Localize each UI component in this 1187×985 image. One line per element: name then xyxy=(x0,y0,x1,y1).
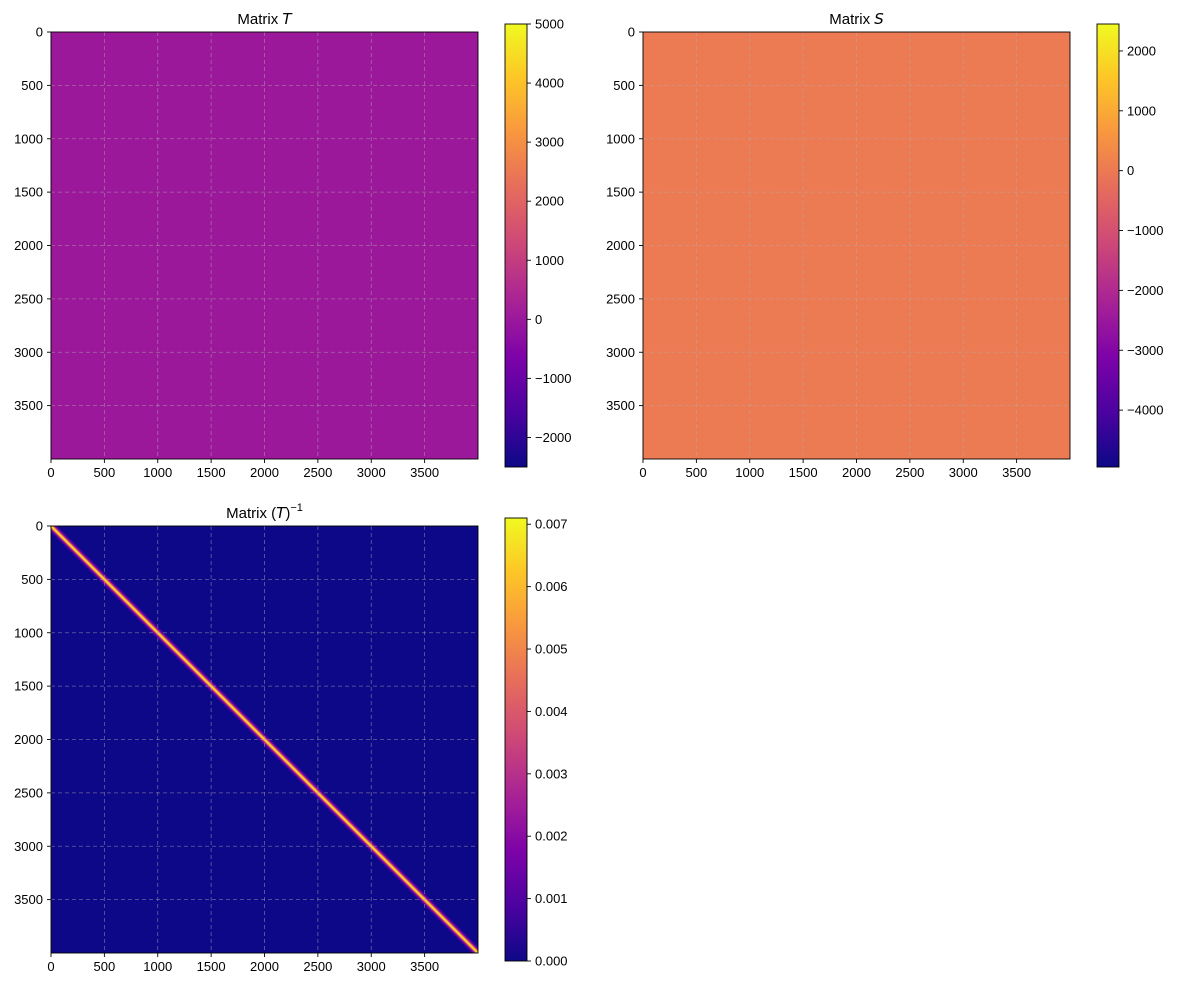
x-tick-label: 3500 xyxy=(410,465,439,480)
y-tick-label: 2000 xyxy=(14,732,43,747)
y-tick-label: 1000 xyxy=(606,131,635,146)
colorbar-gradient xyxy=(1097,24,1119,467)
x-tick-label: 0 xyxy=(47,465,54,480)
colorbar-tick-label: −4000 xyxy=(1127,403,1164,418)
panel-S: 0 500 1000 1500 2000 2500 3000 3500 0 500 1000 1500… xyxy=(606,10,1163,480)
colorbar-tick-label: 1000 xyxy=(535,253,564,268)
colorbar: 5000 4000 3000 2000 1000 0 −1000 −2000 xyxy=(504,17,572,468)
x-tick-label: 500 xyxy=(94,465,116,480)
x-tick-label: 2500 xyxy=(303,465,332,480)
colorbar-frame xyxy=(504,23,528,468)
x-tick-label: 1000 xyxy=(735,465,764,480)
panel-Tinv: 0 500 1000 1500 2000 2500 3000 3500 0 500 1000 1500… xyxy=(14,502,567,974)
x-tick-label: 500 xyxy=(686,465,708,480)
y-tick-label: 3500 xyxy=(606,398,635,413)
x-tick-label: 1000 xyxy=(143,959,172,974)
colorbar: 0.007 0.006 0.005 0.004 0.003 0.002 0.001 0.000 xyxy=(504,517,568,969)
x-tick-label: 1500 xyxy=(197,465,226,480)
y-tick-label: 1500 xyxy=(606,185,635,200)
colorbar-gradient xyxy=(505,24,527,467)
grid xyxy=(50,31,478,459)
y-tick-label: 0 xyxy=(628,25,635,40)
y-tick-label: 3000 xyxy=(14,345,43,360)
grid xyxy=(642,31,1070,459)
x-tick-label: 1500 xyxy=(197,959,226,974)
y-tick-label: 1000 xyxy=(14,625,43,640)
colorbar-tick-label: −2000 xyxy=(535,430,572,445)
colorbar-tick-label: −2000 xyxy=(1127,283,1164,298)
colorbar-tick-label: 4000 xyxy=(535,76,564,91)
colorbar-tick-label: 0.002 xyxy=(535,829,568,844)
colorbar-tick-label: 0.000 xyxy=(535,954,568,969)
y-tick-label: 500 xyxy=(21,572,43,587)
colorbar-tick-label: 0.005 xyxy=(535,642,568,657)
y-tick-label: 0 xyxy=(36,519,43,534)
colorbar: 2000 1000 0 −1000 −2000 −3000 −4000 xyxy=(1096,23,1164,468)
y-tick-label: 1500 xyxy=(14,679,43,694)
colorbar-tick-label: 0 xyxy=(1127,163,1134,178)
y-tick-label: 3500 xyxy=(14,892,43,907)
colorbar-tick-label: 2000 xyxy=(535,194,564,209)
x-tick-label: 2000 xyxy=(250,465,279,480)
panel-T: 0 500 1000 1500 2000 2500 3000 3500 0 500 1000 1500… xyxy=(14,10,571,480)
y-tick-label: 2500 xyxy=(606,291,635,306)
panel-title: Matrix T xyxy=(237,10,293,28)
colorbar-tick-label: 0.007 xyxy=(535,517,568,532)
x-tick-label: 0 xyxy=(639,465,646,480)
colorbar-tick-label: 0.004 xyxy=(535,704,568,719)
colorbar-tick-label: 0.003 xyxy=(535,766,568,781)
y-tick-label: 2500 xyxy=(14,785,43,800)
panel-title: Matrix S xyxy=(829,10,884,28)
colorbar-tick-label: 1000 xyxy=(1127,103,1156,118)
x-tick-label: 500 xyxy=(94,959,116,974)
x-tick-label: 3500 xyxy=(410,959,439,974)
y-tick-label: 1000 xyxy=(14,131,43,146)
colorbar-tick-label: 0.001 xyxy=(535,891,568,906)
y-tick-label: 0 xyxy=(36,25,43,40)
colorbar-tick-label: 0 xyxy=(535,312,542,327)
x-tick-label: 3000 xyxy=(357,959,386,974)
x-tick-label: 1500 xyxy=(789,465,818,480)
y-tick-label: 500 xyxy=(21,78,43,93)
colorbar-tick-label: −1000 xyxy=(1127,223,1164,238)
y-tick-label: 2500 xyxy=(14,291,43,306)
x-tick-label: 2000 xyxy=(842,465,871,480)
x-tick-label: 0 xyxy=(47,959,54,974)
colorbar-tick-label: 5000 xyxy=(535,17,564,32)
x-tick-label: 3500 xyxy=(1002,465,1031,480)
colorbar-gradient xyxy=(505,518,527,961)
colorbar-tick-label: 2000 xyxy=(1127,43,1156,58)
x-tick-label: 2500 xyxy=(303,959,332,974)
colorbar-tick-label: −1000 xyxy=(535,371,572,386)
colorbar-tick-label: 3000 xyxy=(535,135,564,150)
y-tick-label: 2000 xyxy=(14,238,43,253)
y-tick-label: 3000 xyxy=(606,345,635,360)
y-tick-label: 3000 xyxy=(14,839,43,854)
x-tick-label: 1000 xyxy=(143,465,172,480)
colorbar-tick-label: 0.006 xyxy=(535,579,568,594)
y-tick-label: 3500 xyxy=(14,398,43,413)
y-tick-label: 2000 xyxy=(606,238,635,253)
x-tick-label: 3000 xyxy=(949,465,978,480)
x-tick-label: 3000 xyxy=(357,465,386,480)
y-tick-label: 500 xyxy=(613,78,635,93)
colorbar-frame xyxy=(504,517,528,962)
x-tick-label: 2000 xyxy=(250,959,279,974)
panel-title: Matrix (T)−1 xyxy=(226,502,303,522)
colorbar-tick-label: −3000 xyxy=(1127,343,1164,358)
x-tick-label: 2500 xyxy=(895,465,924,480)
colorbar-frame xyxy=(1096,23,1120,468)
y-tick-label: 1500 xyxy=(14,185,43,200)
